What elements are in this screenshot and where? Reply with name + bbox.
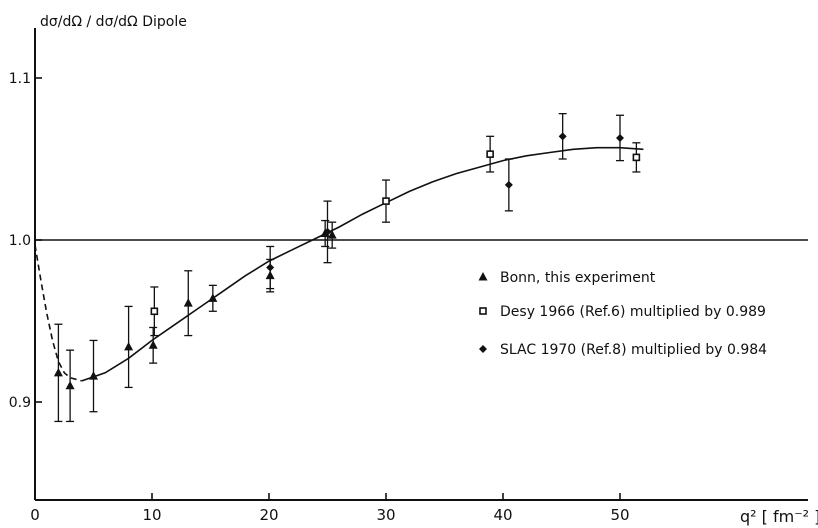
y-tick-label: 1.0 [9,233,31,249]
y-axis-label: dσ/dΩ / dσ/dΩ Dipole [40,14,187,30]
axes [34,28,808,501]
data-point [616,133,624,142]
data-point [65,380,75,390]
ticks: 0 10 20 30 40 50 0.9 1.0 1.1 [9,71,630,524]
data-point [504,180,513,189]
x-tick-label: 50 [610,506,629,524]
data-point [327,230,337,239]
x-tick-label: 40 [493,506,512,524]
data-point [148,340,158,349]
fit-curve [34,146,644,382]
data-point [89,371,98,380]
data-point [53,367,63,377]
series-diamond [266,112,624,290]
legend-label: SLAC 1970 (Ref.8) multiplied by 0.984 [500,342,767,358]
x-tick-label: 30 [376,506,395,524]
legend-label: Bonn, this experiment [500,270,656,286]
x-axis-label: q² [ fm⁻² ] [740,507,818,526]
legend: Bonn, this experiment Desy 1966 (Ref.6) m… [478,270,767,358]
data-point [486,150,494,158]
data-point [183,298,193,307]
data-point [323,227,332,236]
legend-marker-triangle [478,272,488,281]
series-triangle [53,219,337,423]
data-point [208,293,218,302]
data-points [53,112,641,423]
legend-marker-diamond [479,345,487,353]
fit-curve-dashed [34,244,83,382]
legend-label: Desy 1966 (Ref.6) multiplied by 0.989 [500,304,766,320]
data-point [150,307,159,316]
data-point [266,263,275,272]
fit-curve-solid [81,146,644,382]
x-tick-label: 10 [142,506,161,524]
data-point [382,197,390,205]
data-point [558,132,567,141]
series-square [150,135,641,337]
x-tick-label: 0 [30,506,40,524]
axis-labels: q² [ fm⁻² ] dσ/dΩ / dσ/dΩ Dipole [40,14,818,526]
x-tick-label: 20 [259,506,278,524]
y-tick-label: 0.9 [9,395,31,411]
data-point [632,153,641,162]
data-point [124,341,134,351]
y-tick-label: 1.1 [9,71,31,87]
legend-marker-square [479,307,487,315]
